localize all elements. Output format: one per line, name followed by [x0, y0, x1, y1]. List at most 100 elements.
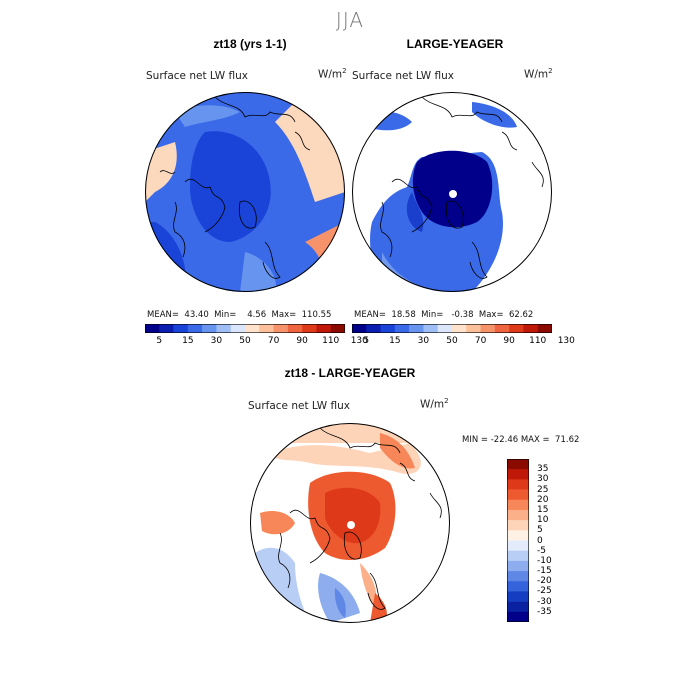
- panel2-map-border: [352, 92, 552, 292]
- colorbar-swatch: [394, 324, 410, 333]
- colorbar-tick-label: 70: [474, 336, 487, 346]
- diff-south-cool-dark: [334, 588, 346, 618]
- colorbar-border: [507, 459, 529, 622]
- colorbar-tick-label: 70: [267, 336, 280, 346]
- diff-se-warm: [360, 563, 377, 608]
- colorbar-swatch: [216, 324, 232, 333]
- colorbar-swatch: [507, 459, 529, 470]
- diff-map-border: [250, 423, 450, 623]
- coastlines: [278, 427, 442, 610]
- colorbar-swatch: [273, 324, 289, 333]
- coastlines: [380, 96, 544, 279]
- region-n-light: [175, 105, 240, 127]
- colorbar-tick-label: 110: [322, 336, 340, 346]
- panel1-polar-map: [145, 92, 345, 292]
- colorbar-swatch: [259, 324, 274, 333]
- colorbar-swatch: [202, 324, 217, 333]
- colorbar-swatch: [507, 540, 529, 551]
- coastlines: [159, 96, 311, 279]
- colorbar-swatch: [507, 499, 529, 511]
- diff-stats: MIN = -22.46 MAX = 71.62: [462, 435, 580, 445]
- central-arctic-dark: [190, 131, 271, 242]
- warm-region-ne: [275, 102, 345, 202]
- colorbar-tick-label: 0: [537, 535, 543, 546]
- colorbar-tick-label: 25: [537, 484, 549, 495]
- pole-hole: [347, 521, 355, 529]
- colorbar-tick-label: 130: [350, 336, 368, 346]
- colorbar-tick-label: 15: [389, 336, 401, 346]
- colorbar-swatch: [452, 324, 467, 333]
- panel2-colorbar-ticks: 5 15 30 50 70 90 110 130: [352, 336, 574, 348]
- panel1-map-border: [145, 92, 345, 292]
- colorbar-tick-label: 130: [557, 336, 575, 346]
- colorbar-swatch: [507, 489, 529, 501]
- panel1-units: W/m2: [318, 67, 347, 81]
- diff-core-warm: [325, 487, 381, 544]
- panel1-variable-label: Surface net LW flux: [146, 70, 248, 82]
- colorbar-tick-label: 15: [182, 336, 194, 346]
- colorbar-tick-label: -35: [537, 606, 552, 617]
- diff-variable-label: Surface net LW flux: [248, 400, 350, 412]
- colorbar-tick-label: -15: [537, 566, 552, 577]
- colorbar-swatch: [523, 324, 539, 333]
- colorbar-tick-label: 15: [537, 504, 549, 515]
- colorbar-swatch: [159, 324, 174, 333]
- panel1-colorbar-ticks: 5 15 30 50 70 90 110 130: [145, 336, 367, 348]
- colorbar-swatch: [507, 581, 529, 592]
- colorbar-swatch: [507, 550, 529, 562]
- colorbar-swatch: [507, 469, 529, 480]
- colorbar-tick-label: 5: [363, 336, 370, 346]
- diff-ne-patch: [380, 433, 415, 469]
- colorbar-swatch: [316, 324, 332, 333]
- colorbar-swatch: [302, 324, 317, 333]
- colorbar-tick-label: 30: [417, 336, 430, 346]
- colorbar-swatch: [507, 509, 529, 521]
- colorbar-tick-label: 110: [529, 336, 547, 346]
- colorbar-swatch: [509, 324, 524, 333]
- diff-polar-map: [250, 423, 450, 623]
- colorbar-swatch: [507, 520, 529, 531]
- colorbar-swatch: [480, 324, 496, 333]
- colorbar-swatch: [437, 324, 453, 333]
- colorbar-tick-label: -30: [537, 596, 552, 607]
- region-s-light: [240, 252, 276, 292]
- warm-region-w: [145, 142, 177, 202]
- diff-colorbar: [507, 459, 529, 622]
- pole-hole: [449, 190, 457, 198]
- colorbar-tick-label: 35: [537, 464, 549, 475]
- panel2-stats: MEAN= 18.58 Min= -0.38 Max= 62.62: [354, 310, 534, 320]
- colorbar-swatch: [409, 324, 424, 333]
- colorbar-swatch: [145, 324, 160, 333]
- colorbar-tick-label: 10: [537, 515, 549, 526]
- colorbar-swatch: [507, 560, 529, 572]
- colorbar-swatch: [187, 324, 203, 333]
- colorbar-tick-label: 90: [503, 336, 515, 346]
- diff-units: W/m2: [420, 397, 449, 411]
- colorbar-tick-label: 20: [537, 494, 549, 505]
- colorbar-swatch: [380, 324, 396, 333]
- colorbar-swatch: [245, 324, 260, 333]
- diff-se-red: [370, 593, 387, 623]
- panel1-colorbar: [145, 324, 345, 333]
- ocean-blue: [406, 192, 424, 232]
- colorbar-swatch: [507, 530, 529, 541]
- colorbar-tick-label: 30: [537, 474, 549, 485]
- colorbar-border: [352, 324, 552, 333]
- colorbar-tick-label: 50: [239, 336, 251, 346]
- panel2-variable-label: Surface net LW flux: [352, 70, 454, 82]
- colorbar-swatch: [173, 324, 189, 333]
- colorbar-swatch: [352, 324, 367, 333]
- ice-covered-dark: [412, 150, 493, 228]
- colorbar-swatch: [507, 479, 529, 490]
- colorbar-swatch: [287, 324, 303, 333]
- colorbar-swatch: [507, 611, 529, 622]
- panel2-units: W/m2: [524, 67, 553, 81]
- panel1-title: zt18 (yrs 1-1): [213, 37, 287, 51]
- diff-colorbar-ticks: 35 30 25 20 15 10 5 0 -5 -10 -15 -20 -25 -30 -35: [537, 459, 577, 622]
- colorbar-tick-label: 5: [156, 336, 163, 346]
- colorbar-swatch: [423, 324, 439, 333]
- colorbar-swatch: [330, 324, 345, 333]
- colorbar-tick-label: -10: [537, 555, 552, 566]
- colorbar-tick-label: 50: [446, 336, 458, 346]
- colorbar-swatch: [507, 591, 529, 602]
